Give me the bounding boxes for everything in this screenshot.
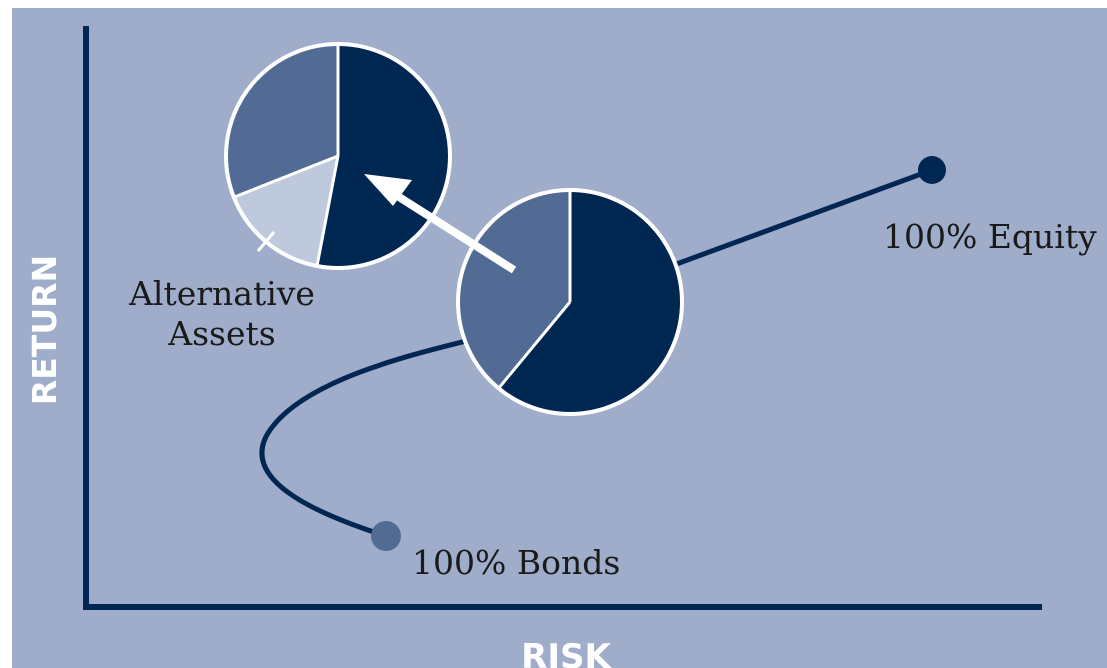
x-axis-title: RISK [521,637,612,668]
pie-traditional-allocation [458,190,682,414]
bond-endpoint-label: 100% Bonds [412,543,620,582]
pie-alternative-allocation [226,44,450,268]
bond-endpoint-point [371,521,401,551]
alternative-assets-label-line-2: Assets [167,314,275,353]
equity-endpoint-label: 100% Equity [883,217,1097,256]
y-axis-title: RETURN [25,255,64,405]
equity-endpoint-point [918,156,946,184]
alternative-assets-label-line-1: Alternative [128,274,315,313]
